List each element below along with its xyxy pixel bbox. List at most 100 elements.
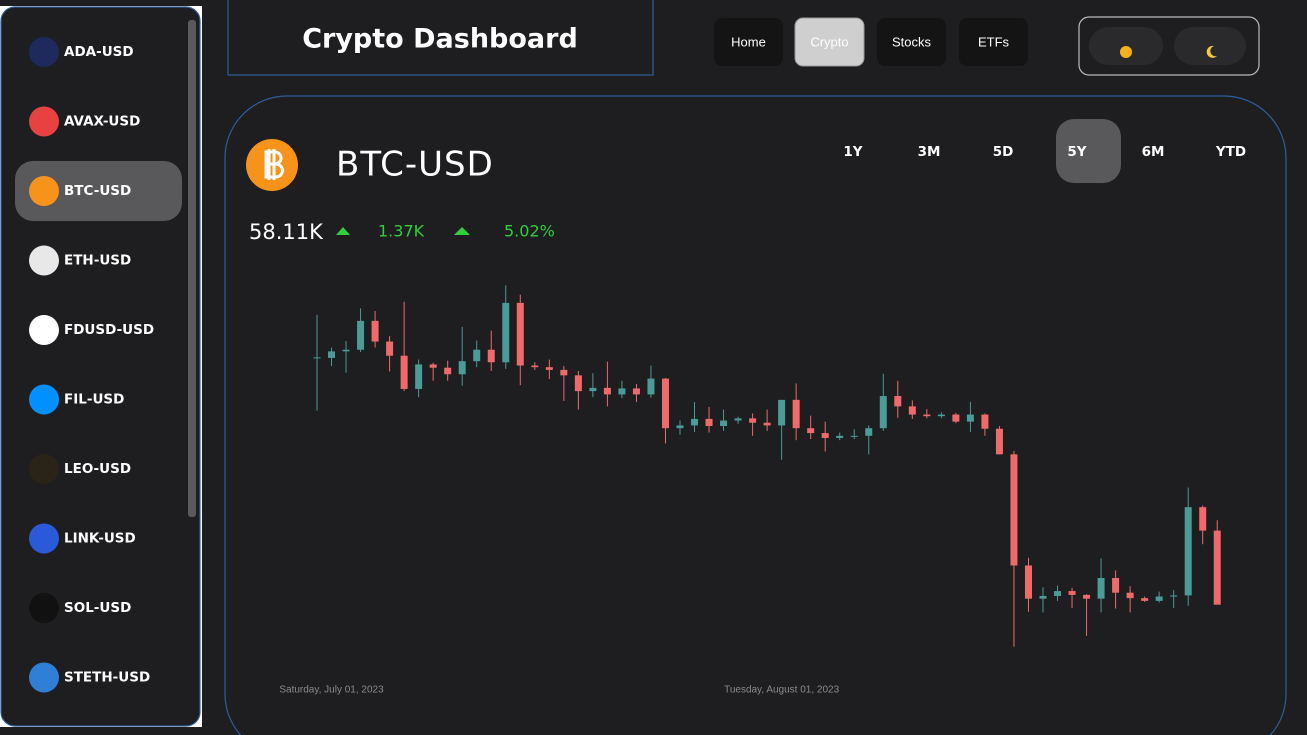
nav-label[interactable]: Stocks	[892, 34, 932, 49]
coin-icon	[29, 454, 59, 484]
candle-body	[923, 414, 931, 417]
nav-button[interactable]	[714, 18, 783, 66]
candle-body	[1213, 530, 1221, 605]
up-arrow	[454, 227, 470, 235]
candle-body	[1184, 507, 1192, 596]
candle-body	[821, 433, 829, 438]
theme-box	[1078, 16, 1260, 76]
coin-icon	[29, 523, 59, 554]
candle-body	[1126, 592, 1134, 599]
candle-body	[1112, 577, 1120, 593]
range-button[interactable]: 5D	[993, 144, 1014, 160]
ticker-symbol: BTC-USD	[336, 145, 494, 185]
candle-body	[1039, 595, 1047, 599]
candle-body	[734, 418, 742, 421]
candle-body	[560, 369, 568, 376]
dark-theme-button[interactable]	[1174, 27, 1246, 65]
candle-body	[778, 399, 786, 426]
candle-body	[763, 422, 771, 426]
sidebar-item[interactable]: SOL-USD	[64, 600, 131, 616]
candle-body	[952, 414, 960, 422]
sidebar-item[interactable]: FDUSD-USD	[64, 322, 154, 338]
ticker-change-percent: 5.02%	[504, 222, 555, 241]
candle-body	[328, 351, 336, 358]
sidebar-item[interactable]: AVAX-USD	[64, 114, 140, 130]
candle-body	[937, 414, 945, 417]
candle-body	[371, 320, 379, 342]
candle-body	[865, 428, 873, 436]
sidebar-item-active[interactable]	[15, 161, 182, 221]
range-button[interactable]: 6M	[1142, 144, 1165, 160]
candle-body	[1083, 594, 1091, 599]
nav-label[interactable]: Crypto	[810, 34, 848, 49]
coin-icon	[29, 315, 59, 345]
candle-body	[473, 349, 481, 362]
ticker-change: 1.37K	[378, 222, 425, 241]
candle-body	[357, 320, 365, 350]
candle-body	[749, 418, 757, 423]
candle-body	[807, 428, 815, 434]
scrollbar[interactable]	[188, 20, 196, 517]
header-title: Crypto Dashboard	[302, 24, 578, 55]
candle-body	[400, 355, 408, 389]
btc-glyph	[264, 149, 284, 180]
range-button[interactable]: 5Y	[1067, 144, 1086, 160]
candle-body	[545, 367, 553, 370]
coin-icon	[29, 106, 59, 137]
range-button[interactable]: 1Y	[843, 144, 862, 160]
candle-body	[444, 367, 452, 375]
candle-body	[603, 387, 611, 395]
candle-body	[995, 428, 1003, 455]
candle-body	[894, 396, 902, 407]
candle-body	[487, 349, 495, 363]
up-arrow	[336, 227, 350, 235]
coin-icon	[29, 384, 59, 415]
candle-body	[792, 399, 800, 429]
range-button-active[interactable]	[1056, 119, 1121, 183]
candle-body	[879, 396, 887, 429]
candle-body	[313, 357, 321, 359]
nav-label[interactable]: ETFs	[978, 34, 1010, 49]
nav-button[interactable]	[877, 18, 946, 66]
x-tick-label: Tuesday, August 01, 2023	[724, 685, 840, 696]
sidebar-item[interactable]: LINK-USD	[64, 531, 136, 547]
candle-body	[589, 387, 597, 392]
sidebar-item[interactable]: STETH-USD	[64, 670, 150, 686]
candle-body	[458, 361, 466, 375]
range-button[interactable]: YTD	[1215, 144, 1246, 160]
candle-body	[676, 425, 684, 429]
candle-body	[1010, 454, 1018, 566]
coin-icon	[29, 245, 59, 276]
nav-button[interactable]	[959, 18, 1028, 66]
candle-body	[966, 414, 974, 422]
candle-body	[836, 435, 844, 438]
candle-body	[691, 418, 699, 426]
moon-icon	[1206, 45, 1217, 58]
candle-body	[1155, 596, 1163, 601]
range-button[interactable]: 3M	[918, 144, 941, 160]
sidebar-item[interactable]: ADA-USD	[64, 44, 134, 60]
candle-body	[981, 414, 989, 429]
candle-body	[720, 420, 728, 426]
candle-body	[531, 365, 539, 368]
candle-body	[342, 349, 350, 352]
candle-body	[502, 302, 510, 363]
nav-button[interactable]	[794, 17, 865, 67]
ticker-price: 58.11K	[249, 220, 324, 244]
candle-body	[1170, 595, 1178, 597]
sidebar-item[interactable]: FIL-USD	[64, 392, 124, 408]
candle-body	[386, 341, 394, 356]
candle-body	[1199, 507, 1207, 531]
candle-body	[908, 406, 916, 415]
sidebar-item[interactable]: LEO-USD	[64, 461, 131, 477]
sidebar-item[interactable]: BTC-USD	[64, 183, 131, 199]
candle-body	[632, 388, 640, 395]
candle-body	[516, 302, 524, 366]
candle-body	[429, 364, 437, 368]
candle-body	[647, 378, 655, 395]
sidebar-item[interactable]: ETH-USD	[64, 253, 131, 269]
candle-body	[850, 435, 858, 437]
nav-label[interactable]: Home	[731, 34, 766, 49]
candle-body	[1097, 577, 1105, 599]
